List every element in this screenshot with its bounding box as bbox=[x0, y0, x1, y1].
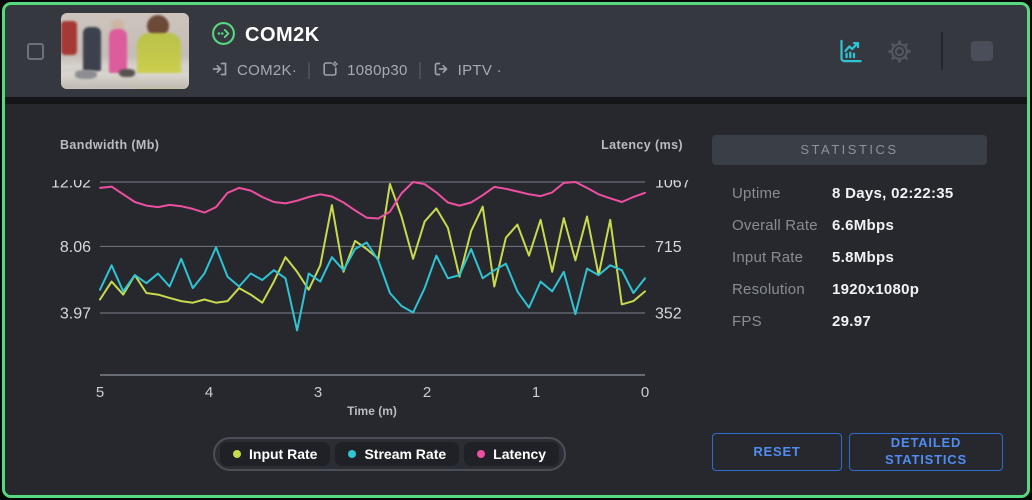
stat-row-uptime: Uptime 8 Days, 02:22:35 bbox=[732, 177, 987, 209]
stat-value: 8 Days, 02:22:35 bbox=[832, 184, 954, 202]
reset-button[interactable]: RESET bbox=[712, 433, 842, 471]
stat-label: Uptime bbox=[732, 184, 781, 202]
series-latency bbox=[99, 181, 646, 220]
statistics-header: STATISTICS bbox=[712, 135, 987, 165]
transcode-gear-icon bbox=[321, 60, 339, 82]
stat-value: 29.97 bbox=[832, 312, 872, 330]
encoding-meta: 1080p30 bbox=[321, 60, 408, 82]
source-label: COM2K· bbox=[237, 62, 298, 79]
thumbnail-shape bbox=[75, 70, 97, 79]
thumbnail-shape bbox=[61, 21, 77, 55]
stat-value: 1920x1080p bbox=[832, 280, 920, 298]
right-tick-label: 715 bbox=[655, 239, 682, 256]
x-axis-title: Time (m) bbox=[347, 404, 397, 418]
thumbnail-figure bbox=[111, 19, 124, 31]
source-meta: COM2K· bbox=[211, 60, 297, 82]
encoding-label: 1080p30 bbox=[347, 62, 408, 79]
panel-buttons: RESET DETAILED STATISTICS bbox=[712, 433, 1003, 471]
left-axis-title: Bandwidth (Mb) bbox=[60, 138, 160, 152]
stream-meta-row: COM2K· 1080p30 bbox=[211, 60, 502, 82]
thumbnail-shape bbox=[119, 69, 135, 77]
stat-row-input-rate: Input Rate 5.8Mbps bbox=[732, 241, 987, 273]
header-actions bbox=[837, 32, 993, 70]
stat-label: Input Rate bbox=[732, 248, 804, 266]
stat-label: FPS bbox=[732, 312, 762, 330]
square-placeholder-button[interactable] bbox=[971, 41, 993, 61]
x-tick-label: 4 bbox=[205, 384, 213, 401]
meta-divider bbox=[308, 62, 311, 79]
actions-divider bbox=[941, 32, 943, 70]
legend-label: Latency bbox=[493, 446, 547, 462]
left-tick-label: 8.06 bbox=[60, 239, 91, 256]
stat-row-resolution: Resolution 1920x1080p bbox=[732, 273, 987, 305]
stat-row-fps: FPS 29.97 bbox=[732, 305, 987, 337]
output-meta: IPTV · bbox=[432, 60, 502, 82]
input-source-icon bbox=[211, 60, 229, 82]
thumbnail-figure bbox=[83, 27, 101, 71]
title-block: COM2K COM2K· bbox=[211, 21, 502, 82]
statistics-panel: STATISTICS Uptime 8 Days, 02:22:35 Overa… bbox=[712, 135, 987, 337]
page-title: COM2K bbox=[245, 24, 320, 46]
right-tick-label: 1067 bbox=[655, 180, 691, 192]
x-tick-label: 1 bbox=[532, 384, 540, 401]
stat-value: 6.6Mbps bbox=[832, 216, 895, 234]
settings-gear-icon[interactable] bbox=[886, 38, 913, 65]
card-body: Bandwidth (Mb) Latency (ms) 12.02 1067 8.0… bbox=[5, 104, 1027, 495]
legend-label: Stream Rate bbox=[364, 446, 447, 462]
thumbnail-figure bbox=[147, 15, 169, 37]
legend-item-latency[interactable]: Latency bbox=[464, 442, 560, 466]
left-tick-label: 3.97 bbox=[60, 306, 91, 323]
series-stream-rate bbox=[99, 241, 646, 332]
series-input-rate bbox=[99, 183, 646, 306]
chart-legend: Input Rate Stream Rate Latency bbox=[213, 437, 567, 471]
chart-svg: 12.02 1067 8.06 715 3.97 352 5 4 3 2 1 0 bbox=[51, 180, 691, 401]
card-header: COM2K COM2K· bbox=[5, 5, 1027, 97]
statistics-chart-icon[interactable] bbox=[837, 38, 864, 65]
output-icon bbox=[432, 60, 450, 82]
right-tick-label: 352 bbox=[655, 306, 682, 323]
output-label: IPTV · bbox=[457, 62, 502, 79]
legend-item-stream-rate[interactable]: Stream Rate bbox=[335, 442, 460, 466]
stream-thumbnail[interactable] bbox=[61, 13, 189, 89]
right-axis-title: Latency (ms) bbox=[601, 138, 683, 152]
legend-label: Input Rate bbox=[249, 446, 318, 462]
select-checkbox[interactable] bbox=[27, 42, 44, 60]
stat-value: 5.8Mbps bbox=[832, 248, 895, 266]
thumbnail-figure bbox=[109, 29, 127, 75]
left-tick-label: 12.02 bbox=[51, 180, 91, 192]
stream-rate-dot-icon bbox=[348, 450, 357, 458]
latency-dot-icon bbox=[477, 450, 486, 458]
legend-item-input-rate[interactable]: Input Rate bbox=[220, 442, 331, 466]
x-tick-label: 2 bbox=[423, 384, 431, 401]
header-separator bbox=[5, 97, 1027, 104]
detailed-statistics-button[interactable]: DETAILED STATISTICS bbox=[849, 433, 1003, 471]
input-rate-dot-icon bbox=[233, 450, 241, 458]
x-tick-label: 0 bbox=[641, 384, 649, 401]
x-tick-label: 3 bbox=[314, 384, 322, 401]
stat-label: Resolution bbox=[732, 280, 805, 298]
stat-label: Overall Rate bbox=[732, 216, 818, 234]
status-online-icon bbox=[211, 21, 236, 51]
meta-divider bbox=[418, 62, 421, 79]
x-tick-label: 5 bbox=[96, 384, 104, 401]
statistics-rows: Uptime 8 Days, 02:22:35 Overall Rate 6.6… bbox=[712, 177, 987, 337]
stat-row-overall-rate: Overall Rate 6.6Mbps bbox=[732, 209, 987, 241]
